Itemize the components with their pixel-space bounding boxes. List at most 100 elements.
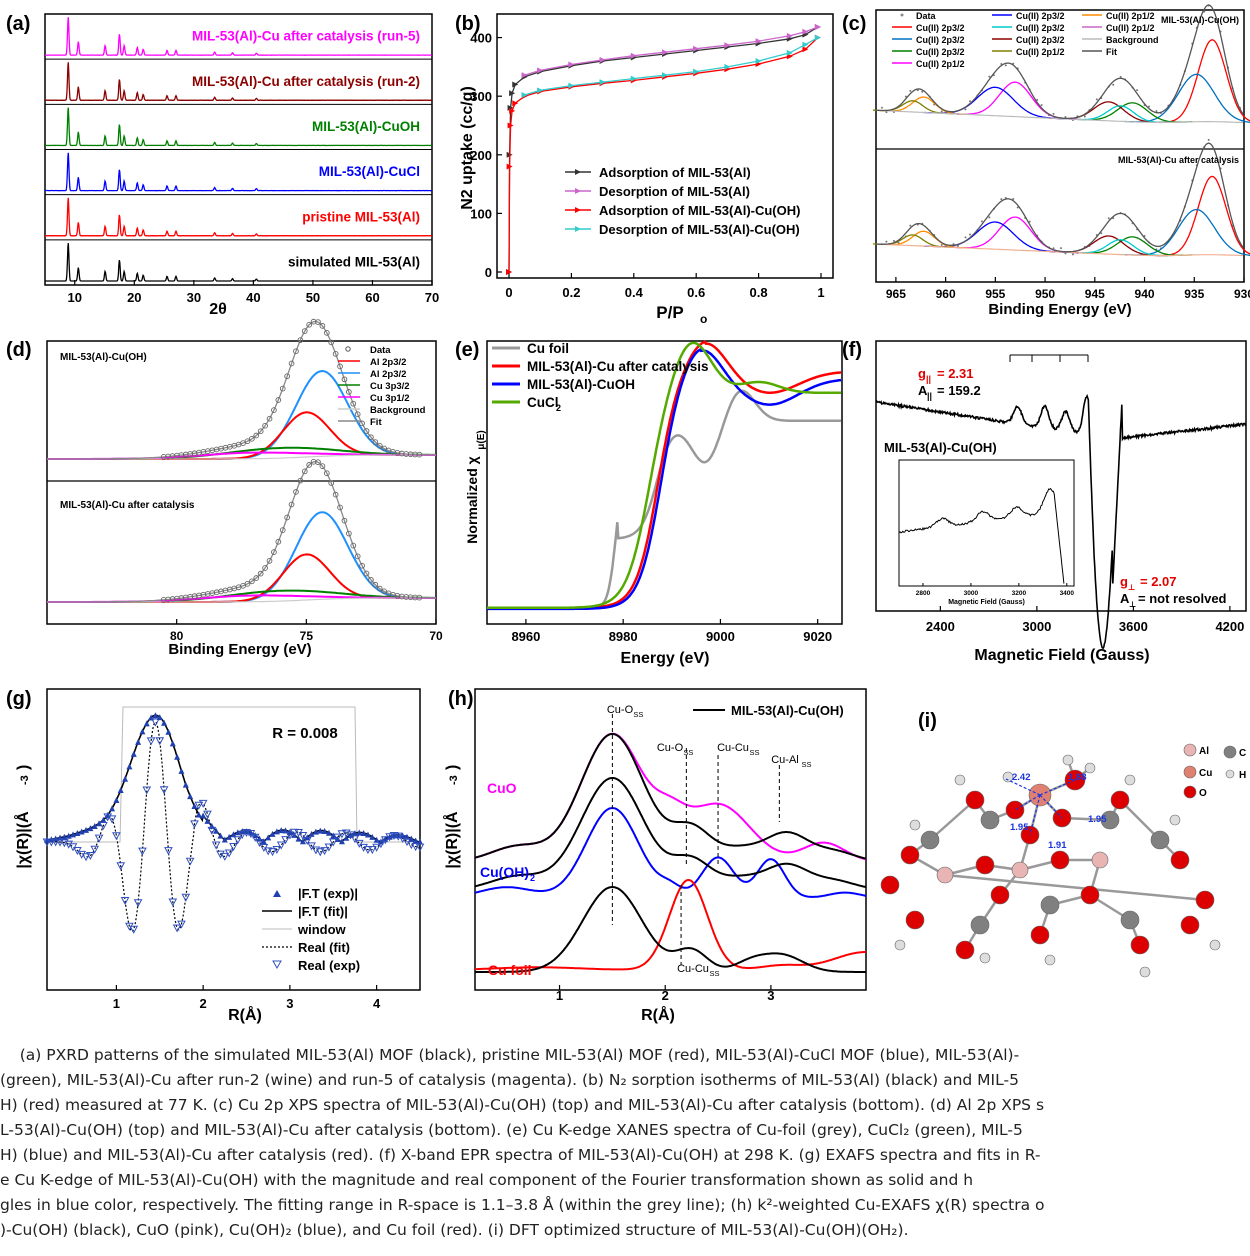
data-point [568,61,575,68]
figure-caption: (a) PXRD patterns of the simulated MIL-5… [0,1046,1045,1239]
fit-line [875,4,1244,120]
data-point [964,108,967,111]
x-axis-label-e: Energy (eV) [621,650,710,667]
atom-h [954,774,966,786]
legend-text: H [1239,770,1246,781]
legend-text: Cu(II) 2p3/2 [1016,23,1065,33]
data-point [1000,198,1003,201]
bond-annotation-sub: SS [710,969,720,978]
real-exp-point [350,835,360,844]
data-point [1004,64,1007,67]
g-perp-sub: ⊥ [1128,583,1135,592]
atom-h [909,819,921,831]
x-tick-label: 10 [68,290,82,305]
data-point [957,245,960,248]
ft-exp-point [139,728,146,735]
data-point [988,216,991,219]
data-point [266,415,273,422]
ft-exp-point [165,728,172,735]
legend-text: MIL-53(Al)-Cu(OH) [731,703,844,718]
data-point [537,67,544,74]
real-exp-point [129,925,139,934]
ft-exp-point [135,738,142,745]
g-par-label: g [918,366,926,381]
legend-atom-al [1183,743,1197,757]
inset-frame [898,459,1075,587]
atom-h [1062,754,1074,766]
a-perp-value: = not resolved [1138,591,1227,606]
atom-o [1110,790,1130,810]
data-point [315,319,321,325]
a-perp-sub: ⊥ [1129,600,1136,609]
data-point [1148,105,1151,108]
atom-c [970,915,990,935]
data-point [319,323,326,329]
data-point [980,220,983,223]
data-point [506,163,513,170]
y-tick-label: 100 [470,206,492,221]
data-point [904,95,907,98]
x-tick-label: 3 [767,988,774,1003]
panel-label-b: (b) [455,13,481,35]
data-point [1155,110,1158,113]
subtitle: MIL-53(Al)-Cu(OH) [60,352,147,363]
real-exp-point [281,836,290,845]
real-exp-point [116,862,126,871]
data-point [323,330,330,336]
real-exp-point [272,845,282,855]
y-axis-label-h: |χ(R)|(Å [442,811,461,869]
y-tick-label: 0 [485,265,492,280]
data-point [306,321,313,328]
data-point [921,90,924,93]
data-point [271,549,277,555]
real-exp-point [367,846,377,855]
panel-label-h: (h) [448,688,474,710]
data-point [363,428,370,434]
data-point [509,107,516,114]
bond-annotation: Cu-Al [771,754,799,766]
data-point [279,385,286,392]
legend-text: MIL-53(Al)-Cu after catalysis [527,359,709,374]
legend-text: Al 2p3/2 [370,369,406,380]
data-point [381,588,387,595]
x-tick-label: 75 [300,629,314,643]
ft-exp-point [213,827,220,834]
ft-exp-point [256,835,263,842]
real-exp-point [268,848,277,857]
legend-marker [273,890,281,897]
data-point [521,72,528,79]
ft-exp-point [299,838,306,845]
data-point [964,236,967,239]
fit-line [875,142,1244,253]
y-axis-label-sup: -3 [448,775,460,785]
real-exp-point [285,831,295,840]
series-line-0 [487,389,841,610]
bond-annotation: Cu-Cu [717,742,749,754]
ft-exp-point [174,753,181,760]
x-tick-label: 2 [662,988,669,1003]
real-exp-point [376,840,386,849]
y-axis-label-sup: -3 [19,775,31,785]
real-exp-point [164,847,173,856]
x-tick-label: 930 [1234,287,1250,301]
data-point [507,104,514,111]
ft-exp-point [61,833,68,840]
a-par-sub: || [927,391,932,401]
subtitle: MIL-53(Al)-Cu after catalysis [1118,155,1239,165]
data-point [724,42,731,49]
y-tick-label: 300 [470,89,492,104]
real-exp-point [229,843,238,852]
real-exp-point [146,737,156,746]
legend-text: Cu(II) 2p3/2 [1016,35,1065,45]
background-line [875,109,1243,124]
real-exp-point [51,838,61,847]
panel-label-e: (e) [455,339,479,361]
real-exp-point [73,846,82,856]
real-exp-point [298,832,308,841]
fit-line [47,320,436,460]
ft-exp-point [191,803,198,810]
real-exp-point [224,849,234,858]
ft-exp-point [195,811,202,818]
x-tick-label: 9020 [803,629,832,644]
real-exp-point [120,897,130,906]
